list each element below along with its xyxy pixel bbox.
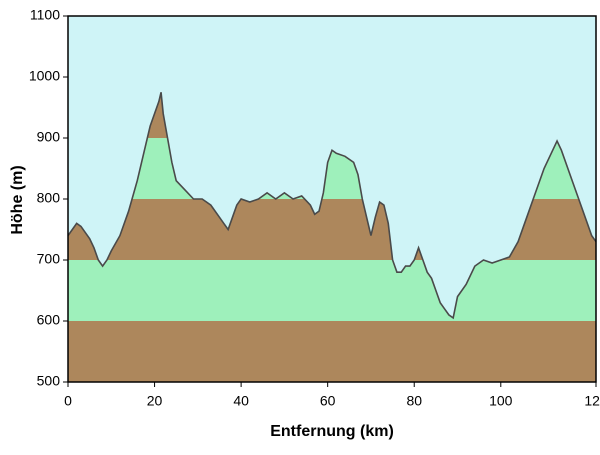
y-axis-title: Höhe (m) [9,165,26,234]
y-tick-label: 700 [37,251,61,267]
y-tick-label: 800 [37,190,61,206]
y-tick-label: 1100 [30,7,60,23]
elevation-band [68,260,596,321]
x-tick-label: 40 [233,393,249,409]
profile-line [67,92,597,320]
x-tick-label: 0 [64,393,72,409]
y-tick-label: 500 [37,373,61,389]
x-tick-label: 100 [489,393,513,409]
y-tick-label: 900 [37,129,61,145]
x-axis-title: Entfernung (km) [270,423,394,440]
x-tick-label: 20 [147,393,163,409]
x-tick-label: 122 [584,393,600,409]
y-tick-label: 1000 [29,68,60,84]
x-tick-label: 80 [406,393,422,409]
elevation-band [68,321,596,382]
y-tick-label: 600 [37,312,61,328]
x-tick-label: 60 [320,393,336,409]
